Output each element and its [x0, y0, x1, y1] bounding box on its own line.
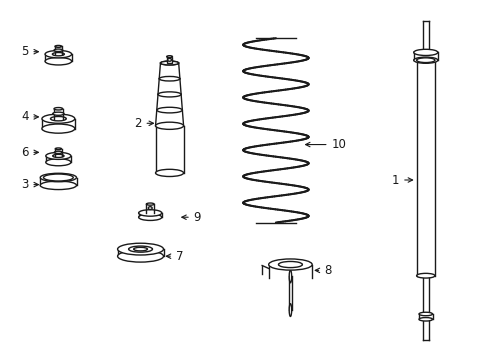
Text: 10: 10: [305, 138, 346, 151]
Ellipse shape: [160, 61, 178, 65]
Ellipse shape: [157, 107, 182, 113]
Ellipse shape: [288, 270, 291, 283]
Ellipse shape: [128, 246, 152, 252]
Text: 6: 6: [21, 146, 39, 159]
Ellipse shape: [40, 181, 76, 190]
Circle shape: [56, 176, 61, 179]
Ellipse shape: [413, 49, 437, 55]
Ellipse shape: [133, 247, 147, 251]
Ellipse shape: [418, 312, 432, 316]
Ellipse shape: [166, 56, 172, 58]
Ellipse shape: [46, 159, 71, 166]
Ellipse shape: [46, 152, 71, 159]
Ellipse shape: [155, 169, 183, 176]
Ellipse shape: [159, 76, 180, 81]
Text: 7: 7: [166, 250, 183, 263]
Ellipse shape: [278, 261, 302, 267]
Ellipse shape: [117, 250, 163, 262]
Ellipse shape: [55, 45, 61, 47]
Ellipse shape: [418, 318, 432, 321]
Ellipse shape: [45, 50, 72, 58]
Ellipse shape: [268, 259, 311, 270]
Ellipse shape: [40, 173, 76, 182]
Ellipse shape: [52, 53, 64, 56]
Ellipse shape: [54, 151, 62, 153]
Circle shape: [167, 58, 171, 61]
Ellipse shape: [42, 124, 75, 133]
Text: 4: 4: [21, 111, 39, 123]
Ellipse shape: [55, 148, 61, 150]
Text: 3: 3: [21, 178, 39, 191]
Bar: [166, 57, 172, 63]
Ellipse shape: [416, 58, 434, 63]
Ellipse shape: [138, 210, 162, 216]
Text: 9: 9: [182, 211, 201, 224]
Ellipse shape: [53, 112, 64, 115]
Text: 2: 2: [134, 117, 153, 130]
Text: 8: 8: [315, 264, 331, 277]
Text: 1: 1: [391, 174, 412, 186]
Ellipse shape: [43, 174, 73, 181]
Text: 5: 5: [21, 45, 39, 58]
Ellipse shape: [117, 243, 163, 255]
Ellipse shape: [288, 304, 291, 316]
Ellipse shape: [155, 122, 183, 129]
Ellipse shape: [42, 114, 75, 123]
Ellipse shape: [413, 57, 437, 63]
Ellipse shape: [416, 273, 434, 278]
Ellipse shape: [53, 154, 64, 157]
Ellipse shape: [160, 61, 178, 65]
Ellipse shape: [146, 203, 154, 205]
Ellipse shape: [138, 214, 162, 220]
Ellipse shape: [50, 117, 66, 121]
Ellipse shape: [158, 92, 181, 97]
Ellipse shape: [54, 108, 62, 110]
Circle shape: [148, 207, 152, 210]
Ellipse shape: [45, 58, 72, 65]
Ellipse shape: [54, 49, 62, 51]
